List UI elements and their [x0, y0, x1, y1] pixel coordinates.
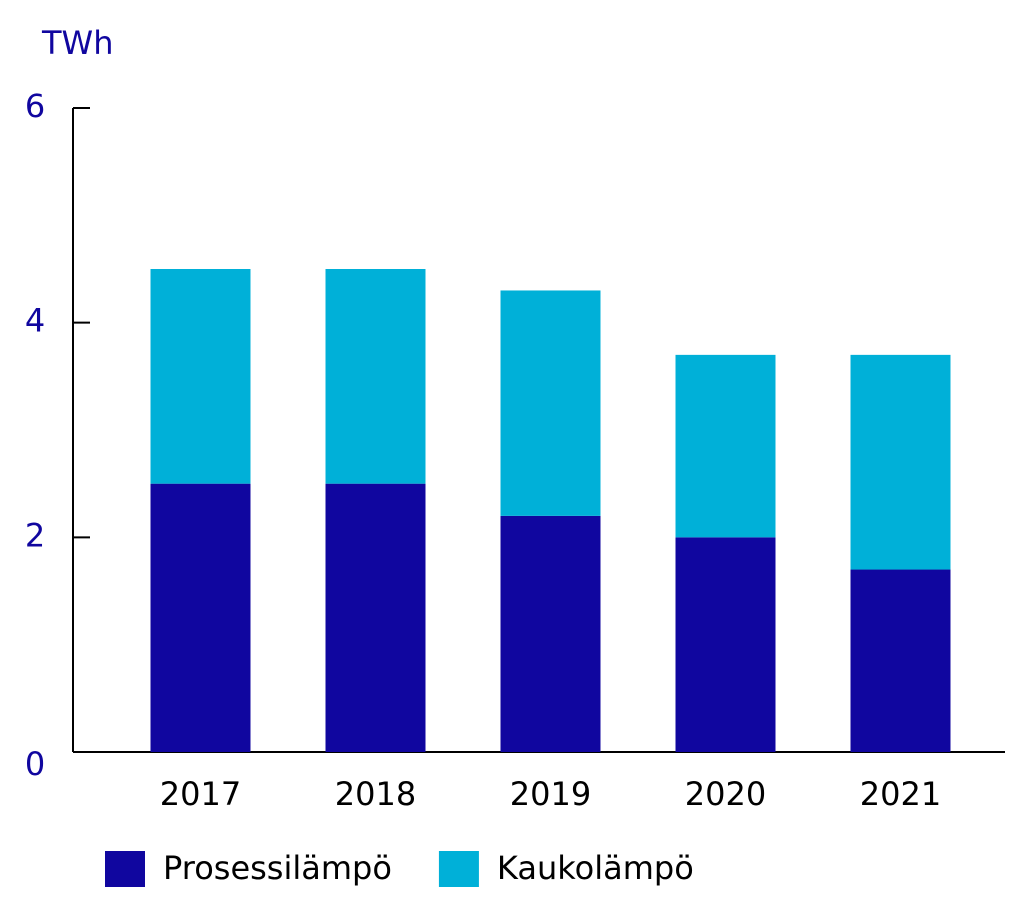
y-tick-label: 0	[25, 745, 45, 783]
legend-label: Prosessilämpö	[163, 849, 392, 887]
legend-swatch	[438, 851, 479, 887]
bar-segment	[850, 354, 951, 570]
x-tick-label: 2017	[160, 775, 241, 813]
bar-segment	[675, 354, 776, 538]
y-tick-label: 6	[25, 87, 45, 125]
bar-segment	[325, 269, 426, 484]
bar-segment	[150, 269, 251, 484]
bar-segment	[150, 483, 251, 752]
legend-swatch	[105, 851, 145, 887]
y-tick-label: 4	[25, 302, 45, 340]
x-tick-label: 2020	[685, 775, 766, 813]
bar-segment	[500, 290, 601, 516]
y-axis-label: TWh	[41, 24, 113, 62]
y-tick-label: 2	[25, 516, 45, 554]
x-tick-label: 2018	[335, 775, 416, 813]
bar-segment	[500, 515, 601, 752]
legend-label: Kaukolämpö	[497, 849, 694, 887]
bar-segment	[325, 483, 426, 752]
bar-segment	[675, 537, 776, 752]
x-tick-label: 2021	[860, 775, 941, 813]
bar-segment	[850, 569, 951, 752]
x-tick-label: 2019	[510, 775, 591, 813]
